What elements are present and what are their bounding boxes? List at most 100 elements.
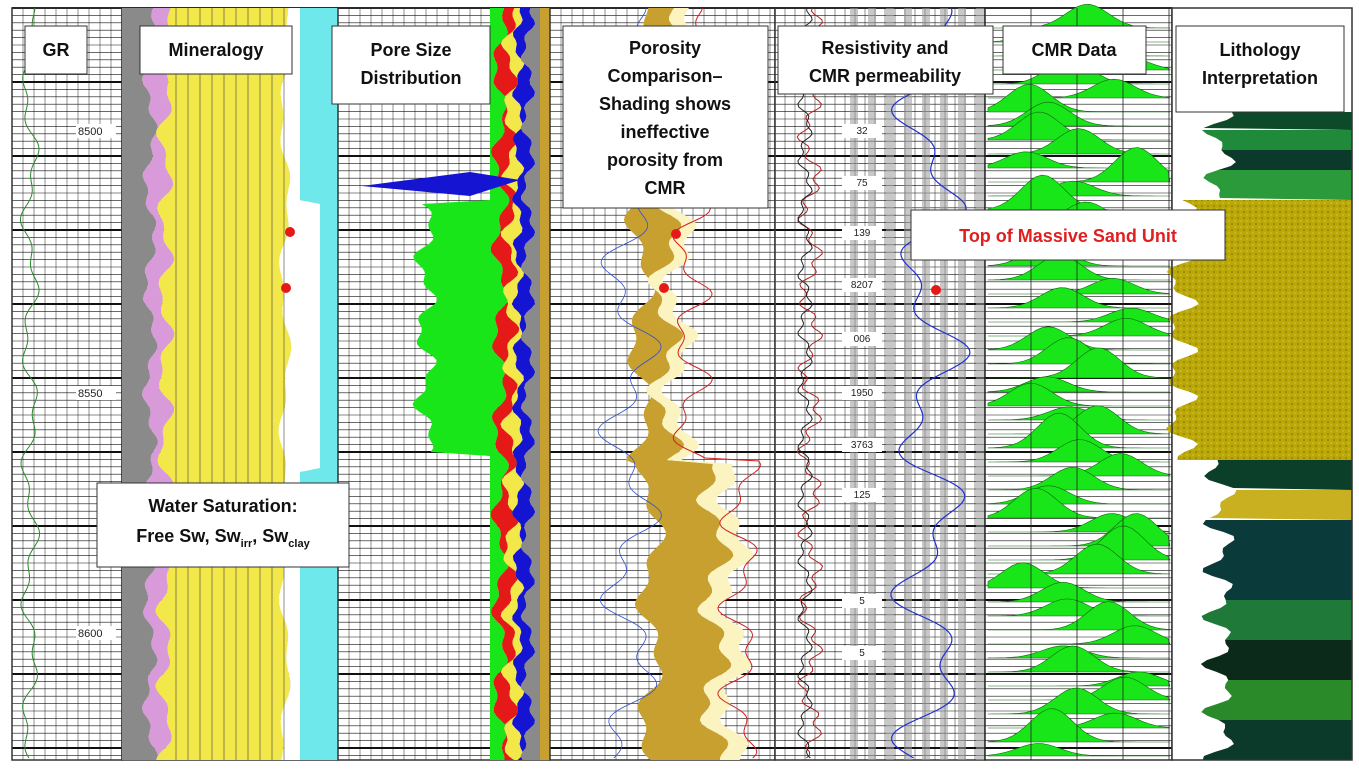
water-saturation-line-1: Water Saturation:	[148, 496, 297, 516]
cmr-waveform	[987, 562, 1170, 589]
ws-prefix: Free Sw, Sw	[136, 526, 241, 546]
lithology-layer	[1201, 600, 1352, 640]
perm-label-bg	[842, 594, 882, 608]
porosity-point	[659, 283, 669, 293]
cmr-waveform	[987, 405, 1171, 435]
cmr-waveform	[987, 83, 1170, 113]
perm-label: 8207	[851, 280, 874, 291]
cmr-waveform	[987, 382, 1170, 407]
cmr-waveform	[987, 439, 1171, 463]
mineralogy-white-band	[278, 8, 320, 760]
title-lithology: Lithology Interpretation	[1175, 25, 1345, 113]
pore-yellow-band	[500, 8, 525, 760]
lithology-track	[1164, 7, 1353, 761]
perm-label-bg	[842, 278, 882, 292]
title-porosity-line-1: Porosity	[629, 38, 701, 58]
resistivity-shade	[868, 8, 876, 760]
resistivity-shade	[976, 8, 984, 760]
cmr-waveform	[987, 645, 1171, 673]
perm-label-bg	[842, 646, 882, 660]
gr-curve	[19, 7, 41, 759]
lithology-layer	[1201, 680, 1352, 720]
ws-comma: ,	[252, 526, 257, 546]
cmr-waveform	[988, 278, 1171, 295]
mineralogy-gray-band	[122, 8, 158, 760]
cmr-waveform	[987, 743, 1170, 757]
title-resistivity-line-1: Resistivity and	[821, 38, 948, 58]
permeability-labels: 32 75 139 8207 006 1950 3763 125 5 5	[842, 124, 882, 660]
resistivity-shade	[958, 8, 966, 760]
depth-label-8600: 8600	[78, 628, 102, 640]
mineralogy-pink-band	[142, 8, 175, 760]
perm-label-bg	[842, 386, 882, 400]
title-gr: GR	[24, 25, 88, 75]
lithology-layer	[1202, 720, 1352, 760]
pore-gray-band	[520, 8, 540, 760]
perm-label: 125	[854, 490, 871, 501]
title-mineralogy-line-1: Mineralogy	[168, 40, 263, 60]
cmr-waveform	[987, 582, 1171, 603]
title-pore-size-line-2: Distribution	[361, 68, 462, 88]
pore-blue-band	[511, 8, 536, 760]
cmr-waveform	[987, 687, 1171, 715]
ws-irr-sub: irr	[241, 538, 253, 550]
cmr-waveform	[987, 254, 1171, 281]
title-pore-size: Pore Size Distribution	[331, 25, 491, 105]
resistivity-shade	[940, 8, 948, 760]
perm-label: 5	[859, 596, 865, 607]
resistivity-point	[931, 285, 941, 295]
cmr-waveform	[987, 466, 1171, 491]
resistivity-shade	[904, 8, 912, 760]
depth-label-8550: 8550	[78, 388, 102, 400]
title-resistivity-line-2: CMR permeability	[809, 66, 961, 86]
ws-clay-sub: clay	[288, 538, 310, 550]
pore-red-band	[490, 8, 520, 760]
perm-label: 139	[854, 228, 871, 239]
cmr-waveform	[988, 625, 1171, 645]
cmr-waveform	[987, 598, 1171, 617]
porosity-cream-band	[646, 8, 754, 760]
depth-label-8500: 8500	[78, 126, 102, 138]
resistivity-shade	[922, 8, 930, 760]
cmr-waveform	[987, 347, 1171, 379]
lithology-layer	[1204, 460, 1352, 490]
title-pore-size-line-1: Pore Size	[370, 40, 451, 60]
sand-annotation: Top of Massive Sand Unit	[910, 209, 1226, 261]
pore-tan-band	[540, 8, 550, 760]
title-lithology-line-1: Lithology	[1220, 40, 1301, 60]
resistivity-track	[774, 7, 986, 761]
cmr-waveform	[988, 317, 1171, 337]
cmr-waveform	[987, 412, 1171, 449]
lithology-layer	[1164, 200, 1352, 460]
perm-label-bg	[842, 124, 882, 138]
perm-label-bg	[842, 438, 882, 452]
mineralogy-point	[281, 283, 291, 293]
perm-label-bg	[842, 488, 882, 502]
lithology-layer	[1201, 130, 1352, 150]
title-porosity-line-2: Comparison–	[607, 66, 722, 86]
title-resistivity: Resistivity and CMR permeability	[777, 25, 994, 95]
title-porosity-line-4: ineffective	[620, 122, 709, 142]
cmr-waveform	[988, 601, 1171, 631]
resistivity-red-curve	[796, 7, 824, 759]
cmr-data-track	[984, 4, 1173, 761]
lithology-layer	[1203, 170, 1352, 200]
gr-track	[11, 7, 123, 761]
perm-label-bg	[842, 176, 882, 190]
resistivity-blue-curve	[890, 7, 971, 759]
title-porosity-line-6: CMR	[645, 178, 686, 198]
water-saturation-line-2: Free Sw, Swirr, Swclay	[136, 526, 310, 550]
lithology-layer	[1202, 520, 1352, 600]
perm-label: 1950	[851, 388, 874, 399]
lithology-border	[1171, 7, 1353, 761]
title-porosity: Porosity Comparison– Shading shows ineff…	[562, 25, 769, 209]
perm-label: 75	[856, 178, 868, 189]
pore-blue-spike	[362, 172, 520, 196]
cmr-waveform	[987, 337, 1171, 365]
perm-label-bg	[842, 332, 882, 346]
sand-annotation-label: Top of Massive Sand Unit	[959, 226, 1177, 246]
pore-green-band	[412, 8, 510, 760]
pore-size-track	[337, 7, 551, 761]
resistivity-shade	[886, 8, 894, 760]
